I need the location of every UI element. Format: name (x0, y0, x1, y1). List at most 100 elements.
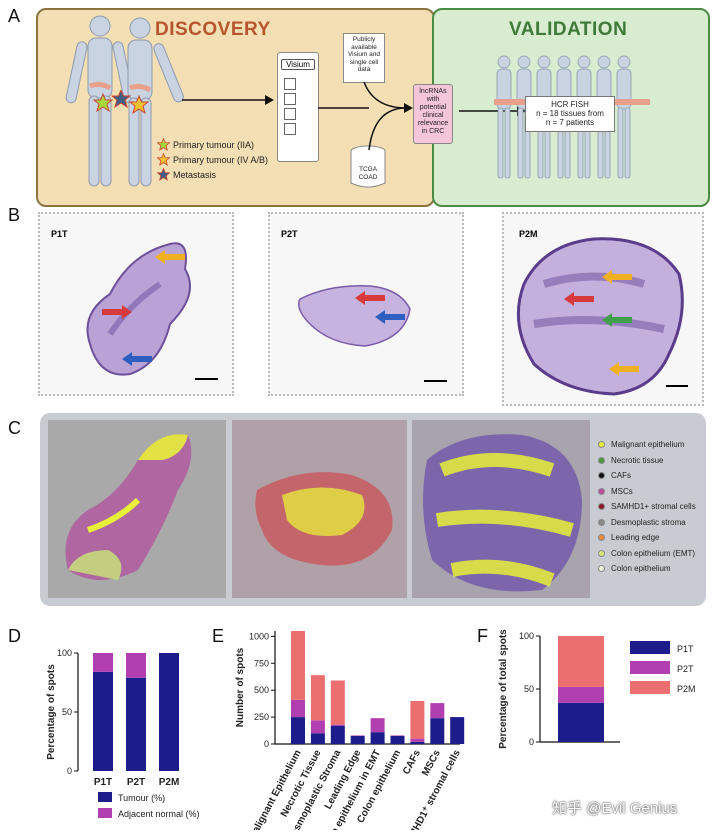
panel-label-f: F (477, 626, 488, 646)
bar-segment (558, 636, 604, 687)
bar-segment (370, 732, 385, 744)
cluster-legend-item: Colon epithelium (598, 564, 696, 573)
blue-star-icon (157, 168, 170, 181)
bar-segment (93, 653, 113, 672)
cluster-legend-item: Colon epithelium (EMT) (598, 549, 696, 558)
arrow-to-visium (182, 95, 274, 105)
panel-label-d: D (8, 626, 21, 646)
y-tick-label: 50 (524, 684, 534, 694)
hcr-line2: n = 7 patients (545, 118, 595, 127)
cluster-dot-icon (598, 518, 605, 526)
cluster-dot-icon (598, 534, 605, 541)
chart-f-total-percentage: 0 50 100 Percentage of total spots P1T P2T P2M (498, 629, 696, 749)
y-axis-title: Percentage of total spots (498, 629, 509, 749)
x-tick-label: P2M (159, 777, 180, 788)
bar-segment (291, 631, 305, 700)
bar-segment (350, 735, 365, 744)
cluster-legend-item: MSCs (598, 487, 696, 496)
discovery-title: DISCOVERY (155, 19, 271, 40)
bar-segment (410, 741, 425, 744)
panel-label-b: B (8, 205, 21, 225)
tcga-label: TCGA COAD (358, 166, 378, 181)
bar-segment (93, 671, 113, 771)
y-tick-label: 1000 (249, 631, 269, 641)
legend-swatch (630, 641, 670, 654)
discovery-legend: Primary tumour (IIA) Primary tumour (IV … (157, 138, 268, 181)
x-tick-label: P1T (94, 777, 112, 788)
tumour-stars (93, 90, 150, 115)
spatial-map-p2t (232, 420, 407, 598)
legend-swatch (630, 681, 670, 694)
slide-label-p2t: P2T (281, 229, 298, 239)
bar-segment (450, 717, 465, 744)
bar-segment (390, 735, 405, 744)
y-tick-label: 0 (67, 766, 72, 776)
patient-figures-illustration (65, 15, 184, 187)
spatial-map-p2m (412, 420, 590, 598)
cluster-dot-icon (598, 565, 605, 572)
he-slide-p2m: P2M (502, 212, 704, 406)
bar-segment (159, 653, 179, 771)
spatial-spots-p2m (423, 434, 582, 592)
hcr-line1: n = 18 tissues from (536, 109, 604, 118)
cluster-dot-icon (598, 456, 605, 464)
bar-segment (410, 738, 425, 742)
cluster-legend-item: Necrotic tissue (598, 456, 696, 465)
public-data-doc: Publicly available Visium and single cel… (343, 33, 385, 83)
bar-segment (126, 677, 146, 771)
bar-segment (330, 725, 345, 744)
y-tick-label: 250 (254, 712, 269, 722)
tissue-p2t-image (298, 285, 447, 382)
legend-label: Adjacent normal (%) (118, 809, 200, 819)
y-tick-label: 500 (254, 685, 269, 695)
bar-segment (558, 686, 604, 703)
bar-segment (126, 653, 146, 678)
lncrna-box: lncRNAs with potential clinical relevanc… (413, 84, 453, 144)
bar-segment (350, 735, 365, 736)
bar-segment (291, 717, 305, 744)
tcga-database-icon (350, 145, 386, 188)
legend-item-primary-iia: Primary tumour (IIA) (157, 138, 268, 151)
watermark: 知乎 @Evil Genius (552, 800, 678, 817)
legend-label: Tumour (%) (118, 793, 165, 803)
converging-arrows (318, 81, 413, 151)
legend-item-metastasis: Metastasis (157, 168, 268, 181)
tissue-p2m-image (516, 237, 688, 396)
panel-label-c: C (8, 418, 21, 438)
y-tick-label: 750 (254, 658, 269, 668)
cluster-legend-item: Malignant epithelium (598, 440, 696, 449)
bar-segment (330, 724, 345, 726)
legend-label: P1T (677, 644, 694, 654)
bar-segment (330, 680, 345, 725)
he-slide-p1t: P1T (38, 212, 234, 396)
hcr-fish-box: HCR FISH n = 18 tissues from n = 7 patie… (525, 96, 615, 132)
y-axis-title: Number of spots (235, 647, 246, 727)
validation-title: VALIDATION (509, 19, 628, 40)
cluster-dot-icon (598, 549, 605, 557)
bar-segment (390, 735, 405, 736)
bar-segment (430, 703, 445, 719)
y-axis-title: Percentage of spots (46, 664, 57, 760)
slide-label-p2m: P2M (519, 229, 538, 239)
hcr-title: HCR FISH (551, 100, 589, 109)
cluster-legend-item: SAMHD1+ stromal cells (598, 502, 696, 511)
y-tick-label: 0 (529, 737, 534, 747)
bar-segment (410, 700, 425, 739)
legend-label: P2M (677, 684, 696, 694)
spatial-spots-p2t (255, 472, 393, 566)
bar-segment (370, 718, 385, 733)
x-tick-label: P2T (127, 777, 145, 788)
yellow-star-icon (157, 153, 170, 166)
bar-segment (430, 718, 445, 744)
bar-segment (310, 733, 325, 744)
bar-segment (558, 702, 604, 742)
cluster-dot-icon (598, 487, 605, 495)
legend-swatch (98, 808, 112, 818)
cluster-dot-icon (598, 472, 605, 479)
spatial-map-p1t (48, 420, 226, 598)
slide-label-p1t: P1T (51, 229, 68, 239)
legend-item-primary-iv: Primary tumour (IV A/B) (157, 153, 268, 166)
bar-segment (310, 720, 325, 734)
